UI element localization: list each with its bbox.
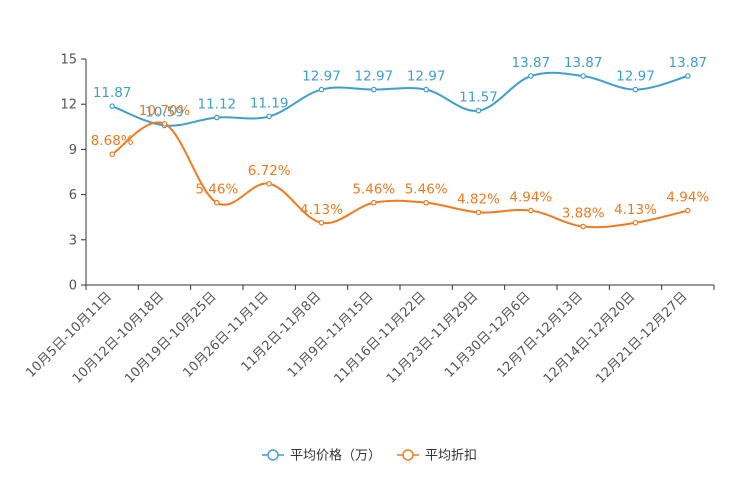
y-tick-label: 0 xyxy=(69,279,77,294)
data-point[interactable] xyxy=(475,107,482,114)
data-point[interactable] xyxy=(161,120,168,127)
data-labels: 11.87 10.59 11.12 11.19 12.97 12.97 12.97 11.57… xyxy=(91,55,710,222)
data-label: 11.57 xyxy=(459,90,498,106)
data-label: 13.87 xyxy=(564,55,603,71)
chart-legend[interactable]: 平均价格（万） 平均折扣 xyxy=(262,448,477,464)
data-point[interactable] xyxy=(685,207,691,214)
data-point[interactable] xyxy=(214,199,220,206)
data-label: 8.68% xyxy=(91,133,134,149)
y-tick-label: 6 xyxy=(69,188,77,203)
data-point[interactable] xyxy=(632,86,639,93)
y-tick-label: 9 xyxy=(69,143,77,158)
data-label: 5.46% xyxy=(352,182,395,198)
data-point[interactable] xyxy=(528,207,534,214)
data-label: 5.46% xyxy=(195,182,238,198)
legend-label: 平均价格（万） xyxy=(290,448,381,464)
data-label: 12.97 xyxy=(616,69,655,85)
data-label: 11.12 xyxy=(198,96,237,112)
data-label: 12.97 xyxy=(355,69,394,85)
data-label: 12.97 xyxy=(302,69,341,85)
data-label: 6.72% xyxy=(248,163,291,179)
y-tick-label: 3 xyxy=(69,233,77,248)
data-point[interactable] xyxy=(423,86,429,93)
data-point[interactable] xyxy=(371,199,377,206)
legend-item-0[interactable]: 平均价格（万） xyxy=(262,448,381,464)
data-point[interactable] xyxy=(266,113,272,120)
legend-label: 平均折扣 xyxy=(425,449,477,464)
data-point[interactable] xyxy=(318,86,325,93)
legend-item-1[interactable]: 平均折扣 xyxy=(397,449,477,464)
data-point[interactable] xyxy=(580,223,586,230)
data-label: 4.94% xyxy=(666,190,709,206)
data-point[interactable] xyxy=(109,103,115,109)
data-label: 4.94% xyxy=(509,190,552,206)
x-tick-label: 12月14日-12月20日 xyxy=(541,289,638,386)
data-label: 13.87 xyxy=(512,55,551,71)
data-label: 10.59 xyxy=(145,104,184,120)
series-points xyxy=(109,73,691,230)
legend-swatch-marker xyxy=(267,449,279,461)
data-point[interactable] xyxy=(214,114,220,121)
y-tick-label: 15 xyxy=(60,53,77,68)
x-tick-label: 11月16日-11月22日 xyxy=(332,289,429,386)
data-label: 11.19 xyxy=(250,95,289,111)
data-label: 4.13% xyxy=(300,202,343,218)
chart-axes xyxy=(85,59,714,286)
data-point[interactable] xyxy=(580,73,586,79)
x-axis-ticks: 10月5日-10月11日10月12日-10月18日10月19日-10月25日10… xyxy=(23,285,715,387)
data-point[interactable] xyxy=(109,151,115,158)
legend-swatch-marker xyxy=(402,449,414,461)
data-point[interactable] xyxy=(266,180,272,187)
data-label: 4.13% xyxy=(614,202,657,218)
x-tick-label: 10月12日-10月18日 xyxy=(70,289,167,386)
data-point[interactable] xyxy=(318,219,325,226)
x-tick-label: 10月5日-10月11日 xyxy=(23,289,115,381)
y-axis-ticks: 0 3 6 9 12 15 xyxy=(60,53,86,294)
y-tick-label: 12 xyxy=(60,98,77,113)
series-line-0 xyxy=(111,71,689,127)
data-label: 3.88% xyxy=(562,206,605,222)
data-label: 10.70% xyxy=(139,103,191,119)
data-label: 4.82% xyxy=(457,191,500,207)
data-label: 12.97 xyxy=(407,69,446,85)
data-label: 5.46% xyxy=(405,182,448,198)
data-label: 13.87 xyxy=(669,55,708,71)
data-point[interactable] xyxy=(371,86,377,93)
x-tick-label: 10月19日-10月25日 xyxy=(122,289,219,386)
data-label: 11.87 xyxy=(93,85,132,101)
data-point[interactable] xyxy=(685,73,691,79)
x-tick-label: 11月23日-11月29日 xyxy=(384,289,481,386)
data-point[interactable] xyxy=(528,73,534,79)
data-point[interactable] xyxy=(475,209,482,216)
data-point[interactable] xyxy=(423,199,429,206)
x-tick-label: 12月21日-12月27日 xyxy=(593,289,690,386)
data-point[interactable] xyxy=(632,219,639,226)
